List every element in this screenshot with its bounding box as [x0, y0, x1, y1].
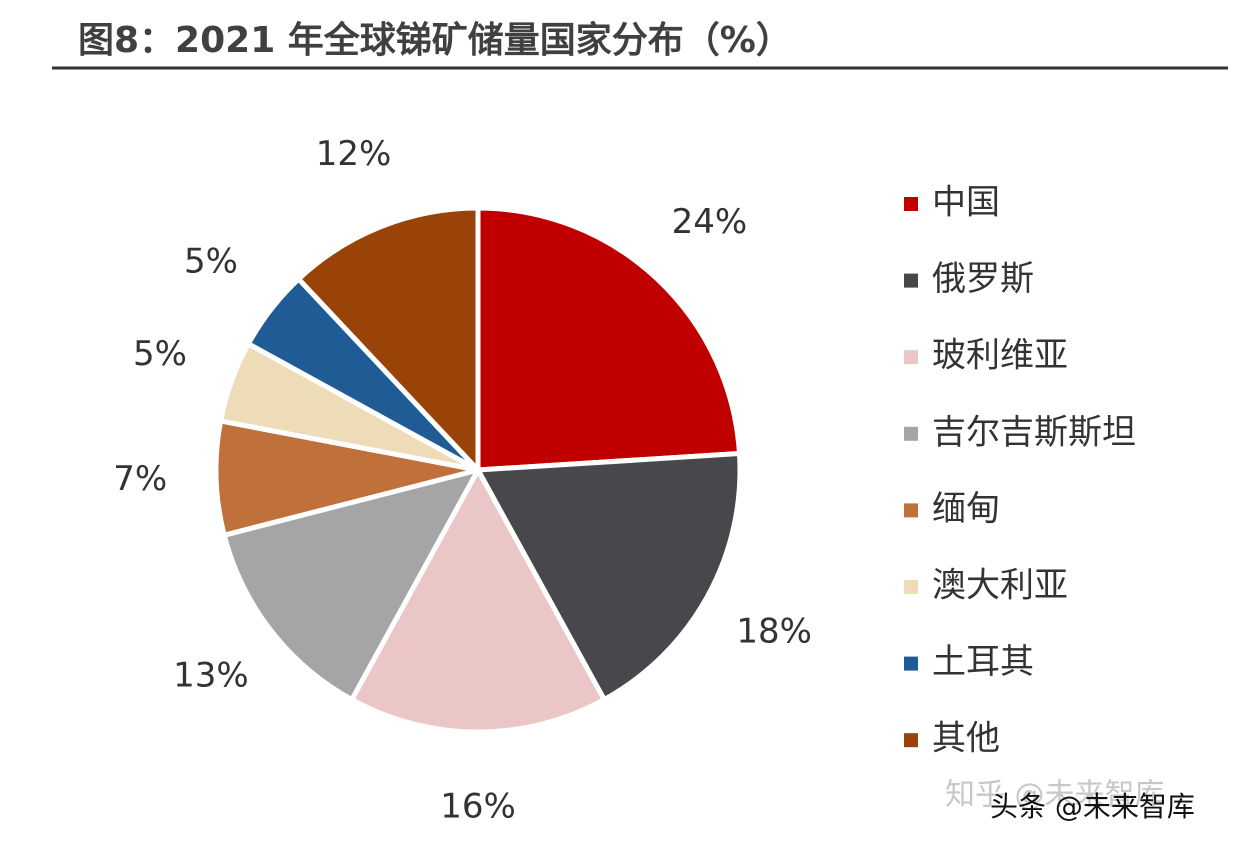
- legend-swatch: [904, 197, 918, 211]
- legend-label: 中国: [932, 183, 1000, 223]
- watermark: 知乎 @未来智库: [945, 778, 1165, 813]
- legend-label: 澳大利亚: [932, 566, 1068, 606]
- data-label: 5%: [133, 334, 187, 374]
- data-label: 18%: [736, 611, 812, 651]
- legend-swatch: [904, 656, 918, 671]
- pie-slice: [221, 467, 481, 703]
- data-label: 13%: [173, 656, 249, 696]
- legend-swatch: [904, 580, 918, 594]
- pie-slice: [296, 205, 481, 473]
- data-label: 5%: [184, 241, 238, 281]
- legend-swatch: [904, 350, 918, 365]
- data-label: 16%: [440, 787, 516, 827]
- legend-swatch: [904, 426, 918, 441]
- watermark: 头条 @未来智库: [990, 790, 1195, 823]
- data-label: 12%: [316, 134, 392, 174]
- data-label: 24%: [672, 202, 748, 242]
- legend-swatch: [904, 503, 918, 518]
- pie-slice: [475, 451, 743, 703]
- legend-label: 土耳其: [932, 642, 1034, 682]
- data-label: 7%: [113, 459, 167, 499]
- legend-swatch: [904, 273, 918, 288]
- legend-label: 缅甸: [932, 489, 1000, 529]
- pie-slice: [349, 467, 607, 735]
- pie-slice: [475, 205, 742, 473]
- legend-label: 其他: [932, 719, 1000, 759]
- legend-label: 俄罗斯: [932, 259, 1034, 299]
- legend-label: 玻利维亚: [932, 336, 1068, 376]
- legend-label: 吉尔吉斯斯坦: [932, 412, 1136, 452]
- chart-title: 图8：2021 年全球锑矿储量国家分布（%）: [78, 19, 792, 61]
- legend-swatch: [904, 733, 918, 748]
